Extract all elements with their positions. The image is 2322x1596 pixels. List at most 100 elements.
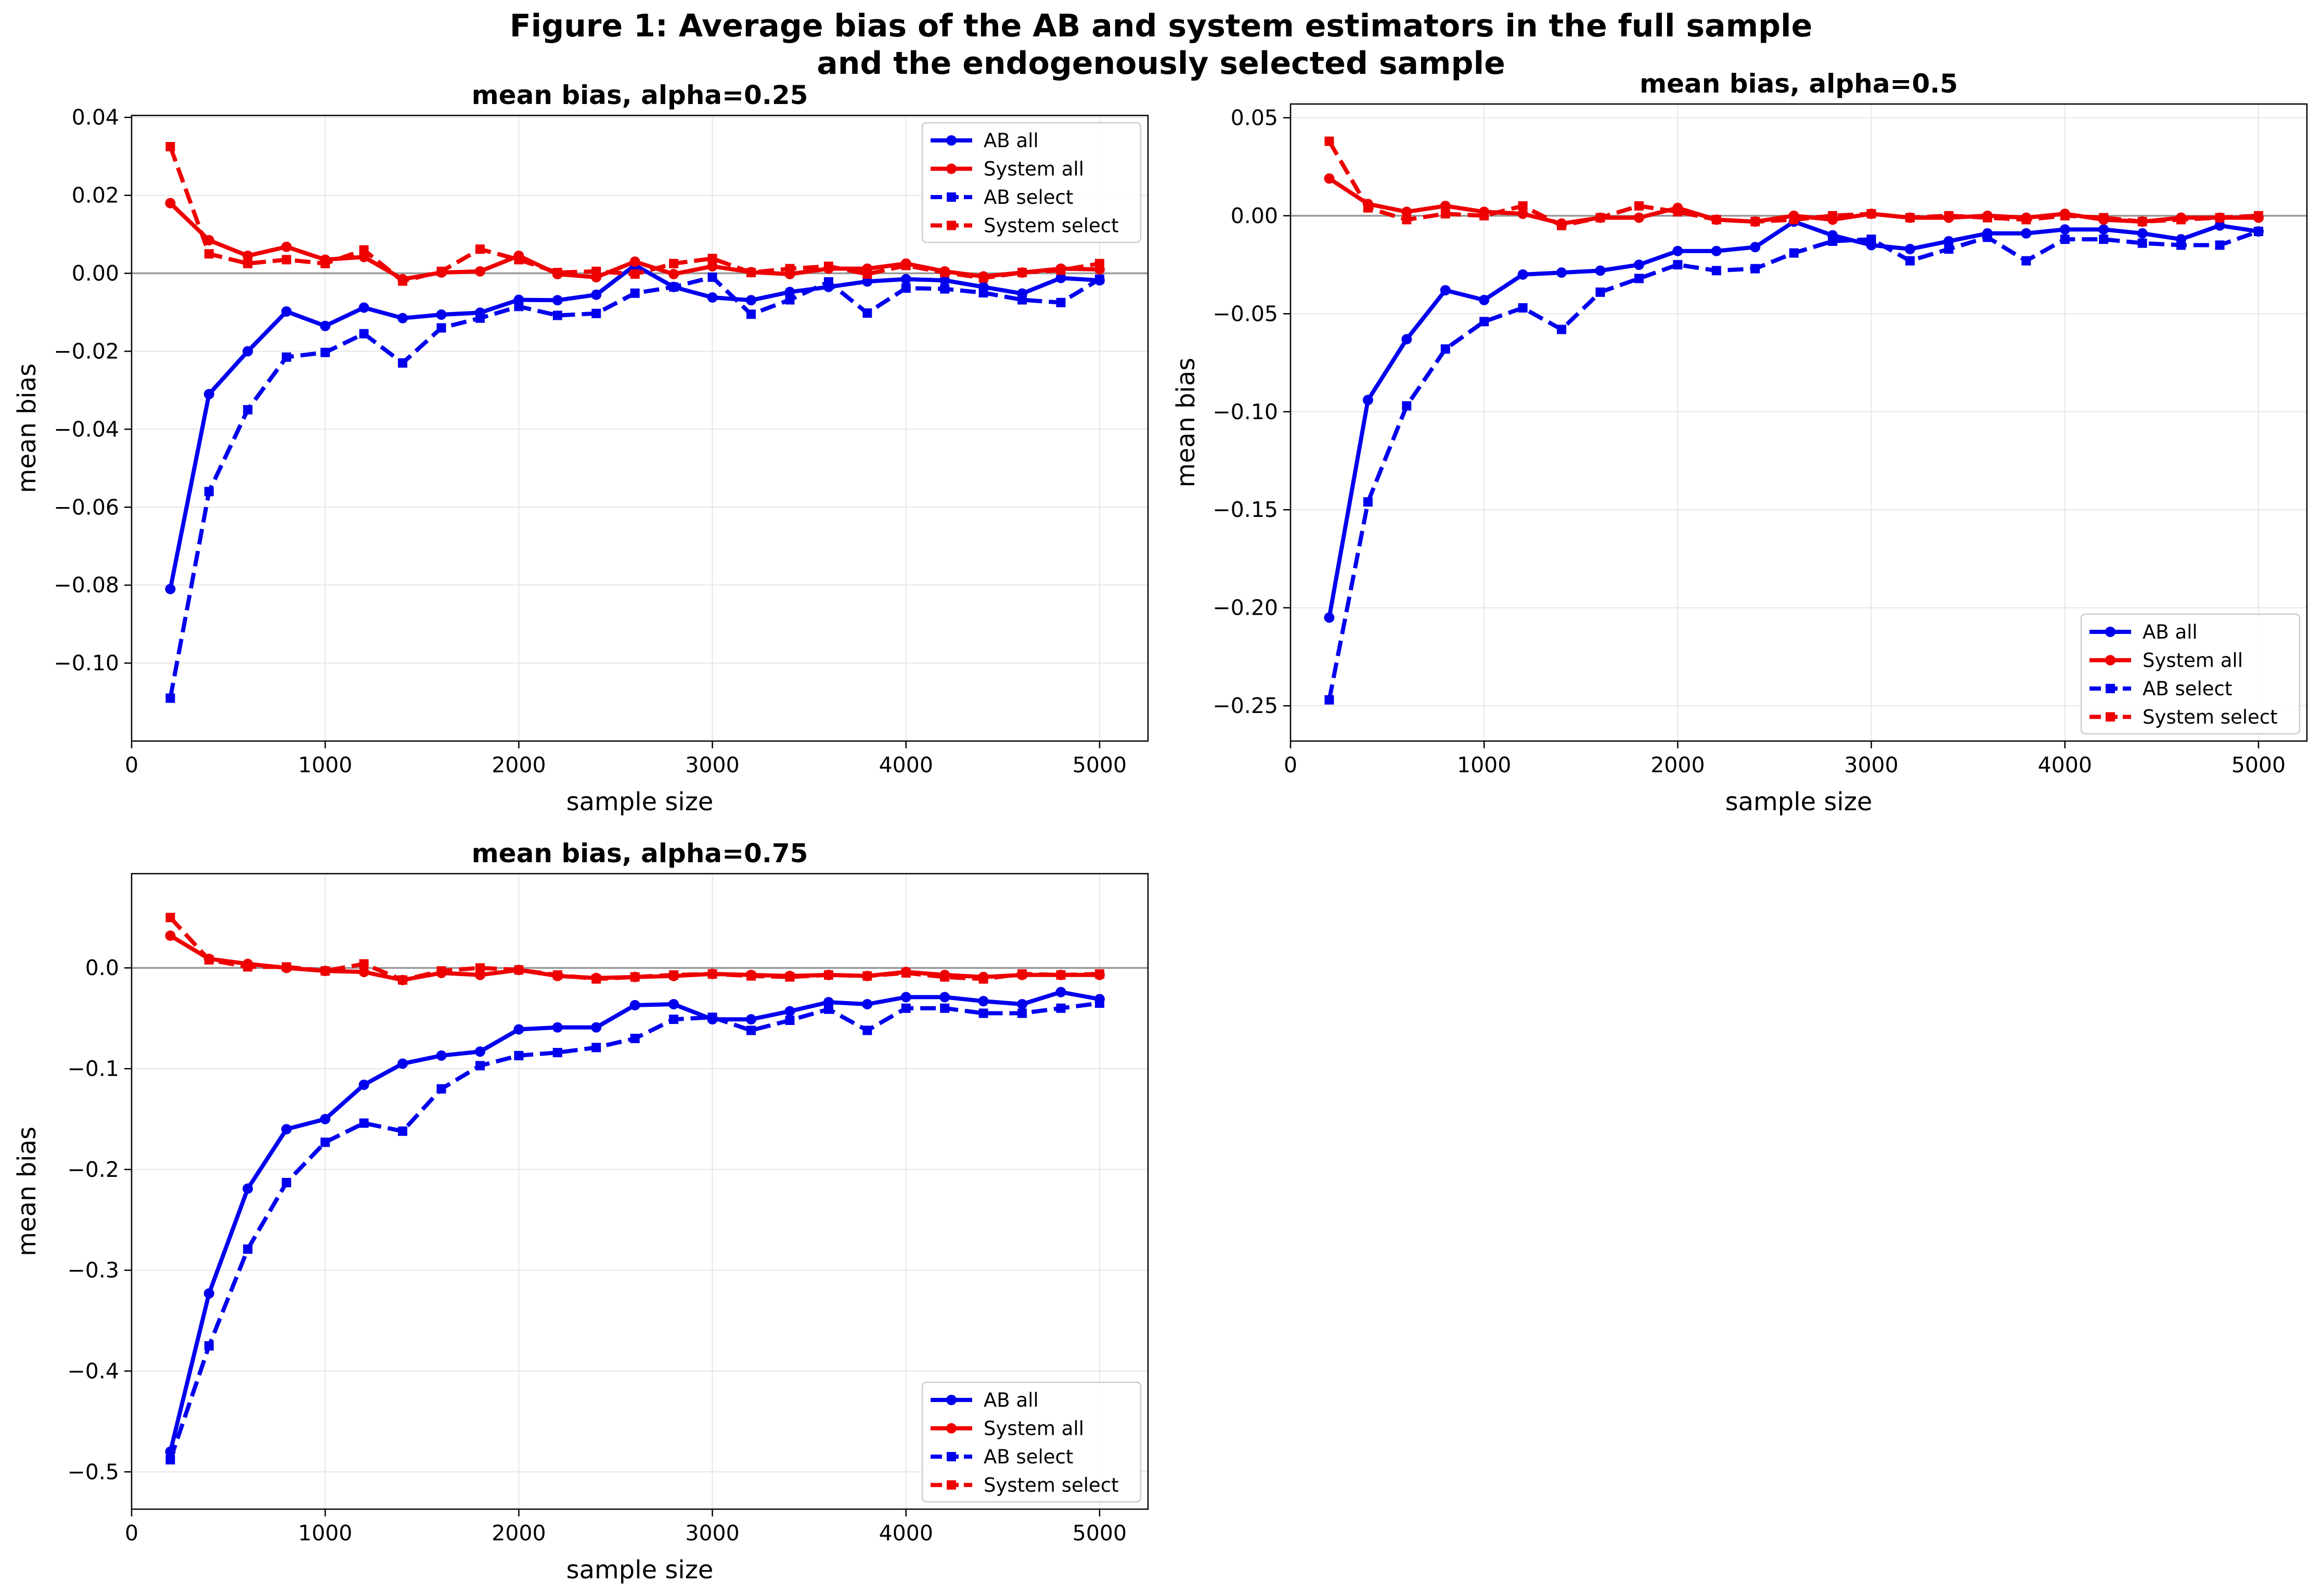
x-tick-label: 4000 xyxy=(2038,752,2092,777)
subplot-title: mean bias, alpha=0.5 xyxy=(1640,69,1958,99)
data-point-ab-all xyxy=(358,302,369,313)
data-point-ab-select xyxy=(669,1015,679,1024)
data-point-ab-select xyxy=(591,308,601,318)
data-point-ab-all xyxy=(978,996,989,1007)
data-point-system-select xyxy=(1595,213,1605,223)
data-point-ab-all xyxy=(746,1014,757,1025)
data-point-system-select xyxy=(901,261,911,270)
data-point-system-select xyxy=(1017,268,1027,278)
data-point-system-all xyxy=(629,256,640,267)
x-axis-label: sample size xyxy=(566,787,714,816)
data-point-ab-select xyxy=(281,1178,291,1188)
x-tick-label: 2000 xyxy=(492,752,546,777)
data-point-ab-select xyxy=(1017,295,1027,305)
data-point-ab-select xyxy=(1056,297,1066,307)
y-tick-label: −0.1 xyxy=(67,1056,119,1081)
legend: AB all System all AB select System select xyxy=(921,1381,1142,1503)
data-point-ab-all xyxy=(242,346,253,357)
data-point-system-select xyxy=(475,963,485,973)
data-point-system-all xyxy=(281,241,292,252)
data-point-ab-select xyxy=(552,1048,562,1058)
data-point-ab-select xyxy=(2060,235,2070,244)
y-tick-label: 0.04 xyxy=(72,105,119,130)
data-point-system-select xyxy=(823,970,833,980)
subplot-title: mean bias, alpha=0.75 xyxy=(472,838,808,868)
data-point-ab-select xyxy=(1944,244,1954,254)
data-point-ab-all xyxy=(1672,245,1683,256)
data-point-system-select xyxy=(204,955,214,965)
data-point-system-select xyxy=(978,974,988,984)
data-point-ab-all xyxy=(900,992,911,1003)
series-line-ab-select xyxy=(168,275,1101,699)
data-point-system-select xyxy=(2215,213,2225,223)
data-point-system-select xyxy=(552,268,562,278)
data-point-ab-select xyxy=(398,1126,408,1136)
data-point-system-select xyxy=(940,268,950,278)
data-point-system-select xyxy=(475,244,485,254)
data-point-ab-all xyxy=(862,276,873,287)
data-point-system-all xyxy=(1517,209,1528,219)
data-point-ab-select xyxy=(552,310,562,320)
data-point-ab-all xyxy=(2137,228,2148,239)
data-point-ab-select xyxy=(243,1244,253,1254)
x-tick-label: 3000 xyxy=(1844,752,1898,777)
legend-marker xyxy=(2106,712,2115,722)
data-point-ab-select xyxy=(165,693,175,703)
data-point-system-select xyxy=(1711,215,1721,225)
data-point-system-select xyxy=(669,970,679,980)
data-point-ab-select xyxy=(1094,274,1104,284)
data-point-ab-select xyxy=(320,347,330,357)
data-point-ab-select xyxy=(630,1033,640,1043)
data-point-ab-select xyxy=(436,1084,446,1094)
data-point-ab-select xyxy=(2253,227,2263,236)
data-point-system-select xyxy=(1982,213,1992,223)
data-point-ab-all xyxy=(1905,243,1916,254)
data-point-ab-all xyxy=(397,313,408,323)
data-point-ab-select xyxy=(1363,497,1373,507)
data-point-ab-all xyxy=(591,1022,602,1033)
legend: AB all System all AB select System select xyxy=(2080,613,2301,735)
plot-frame xyxy=(131,873,1149,1510)
x-tick-label: 0 xyxy=(125,752,138,777)
data-point-system-select xyxy=(1944,211,1954,220)
data-point-system-select xyxy=(1440,209,1450,219)
data-point-ab-all xyxy=(1401,334,1412,345)
data-point-ab-all xyxy=(2214,220,2225,231)
data-point-system-select xyxy=(1363,203,1373,213)
y-tick-label: −0.2 xyxy=(67,1157,119,1182)
data-point-ab-all xyxy=(552,1022,563,1033)
x-tick-label: 0 xyxy=(1284,752,1297,777)
legend-marker xyxy=(2106,684,2115,693)
data-point-ab-select xyxy=(785,295,795,305)
data-point-ab-select xyxy=(204,1341,214,1351)
data-point-system-select xyxy=(165,141,175,151)
data-point-system-select xyxy=(901,968,911,978)
data-point-ab-select xyxy=(1402,401,1412,411)
data-point-ab-all xyxy=(939,992,950,1003)
data-point-system-select xyxy=(204,249,214,259)
data-point-ab-all xyxy=(862,998,873,1009)
data-point-system-select xyxy=(552,970,562,980)
data-point-ab-all xyxy=(1556,267,1567,278)
legend-marker xyxy=(946,163,957,174)
data-point-ab-all xyxy=(203,388,214,399)
data-point-ab-select xyxy=(1634,274,1644,283)
data-point-system-select xyxy=(165,913,175,923)
data-point-ab-select xyxy=(1828,236,1838,246)
x-tick-label: 3000 xyxy=(685,1521,739,1546)
data-point-ab-all xyxy=(1633,259,1644,270)
data-point-system-all xyxy=(1633,212,1644,223)
data-point-ab-select xyxy=(707,273,717,282)
data-point-system-select xyxy=(1094,969,1104,979)
data-point-ab-select xyxy=(1673,260,1683,270)
data-point-ab-all xyxy=(281,306,292,317)
data-point-ab-select xyxy=(165,1455,175,1465)
data-point-system-select xyxy=(630,269,640,279)
data-point-ab-select xyxy=(204,487,214,497)
x-axis-label: sample size xyxy=(1725,787,1873,816)
data-point-ab-all xyxy=(1017,998,1028,1009)
data-point-system-select xyxy=(2253,211,2263,220)
legend-marker xyxy=(2105,627,2115,637)
data-point-ab-all xyxy=(358,1080,369,1091)
data-point-ab-select xyxy=(1094,998,1104,1008)
